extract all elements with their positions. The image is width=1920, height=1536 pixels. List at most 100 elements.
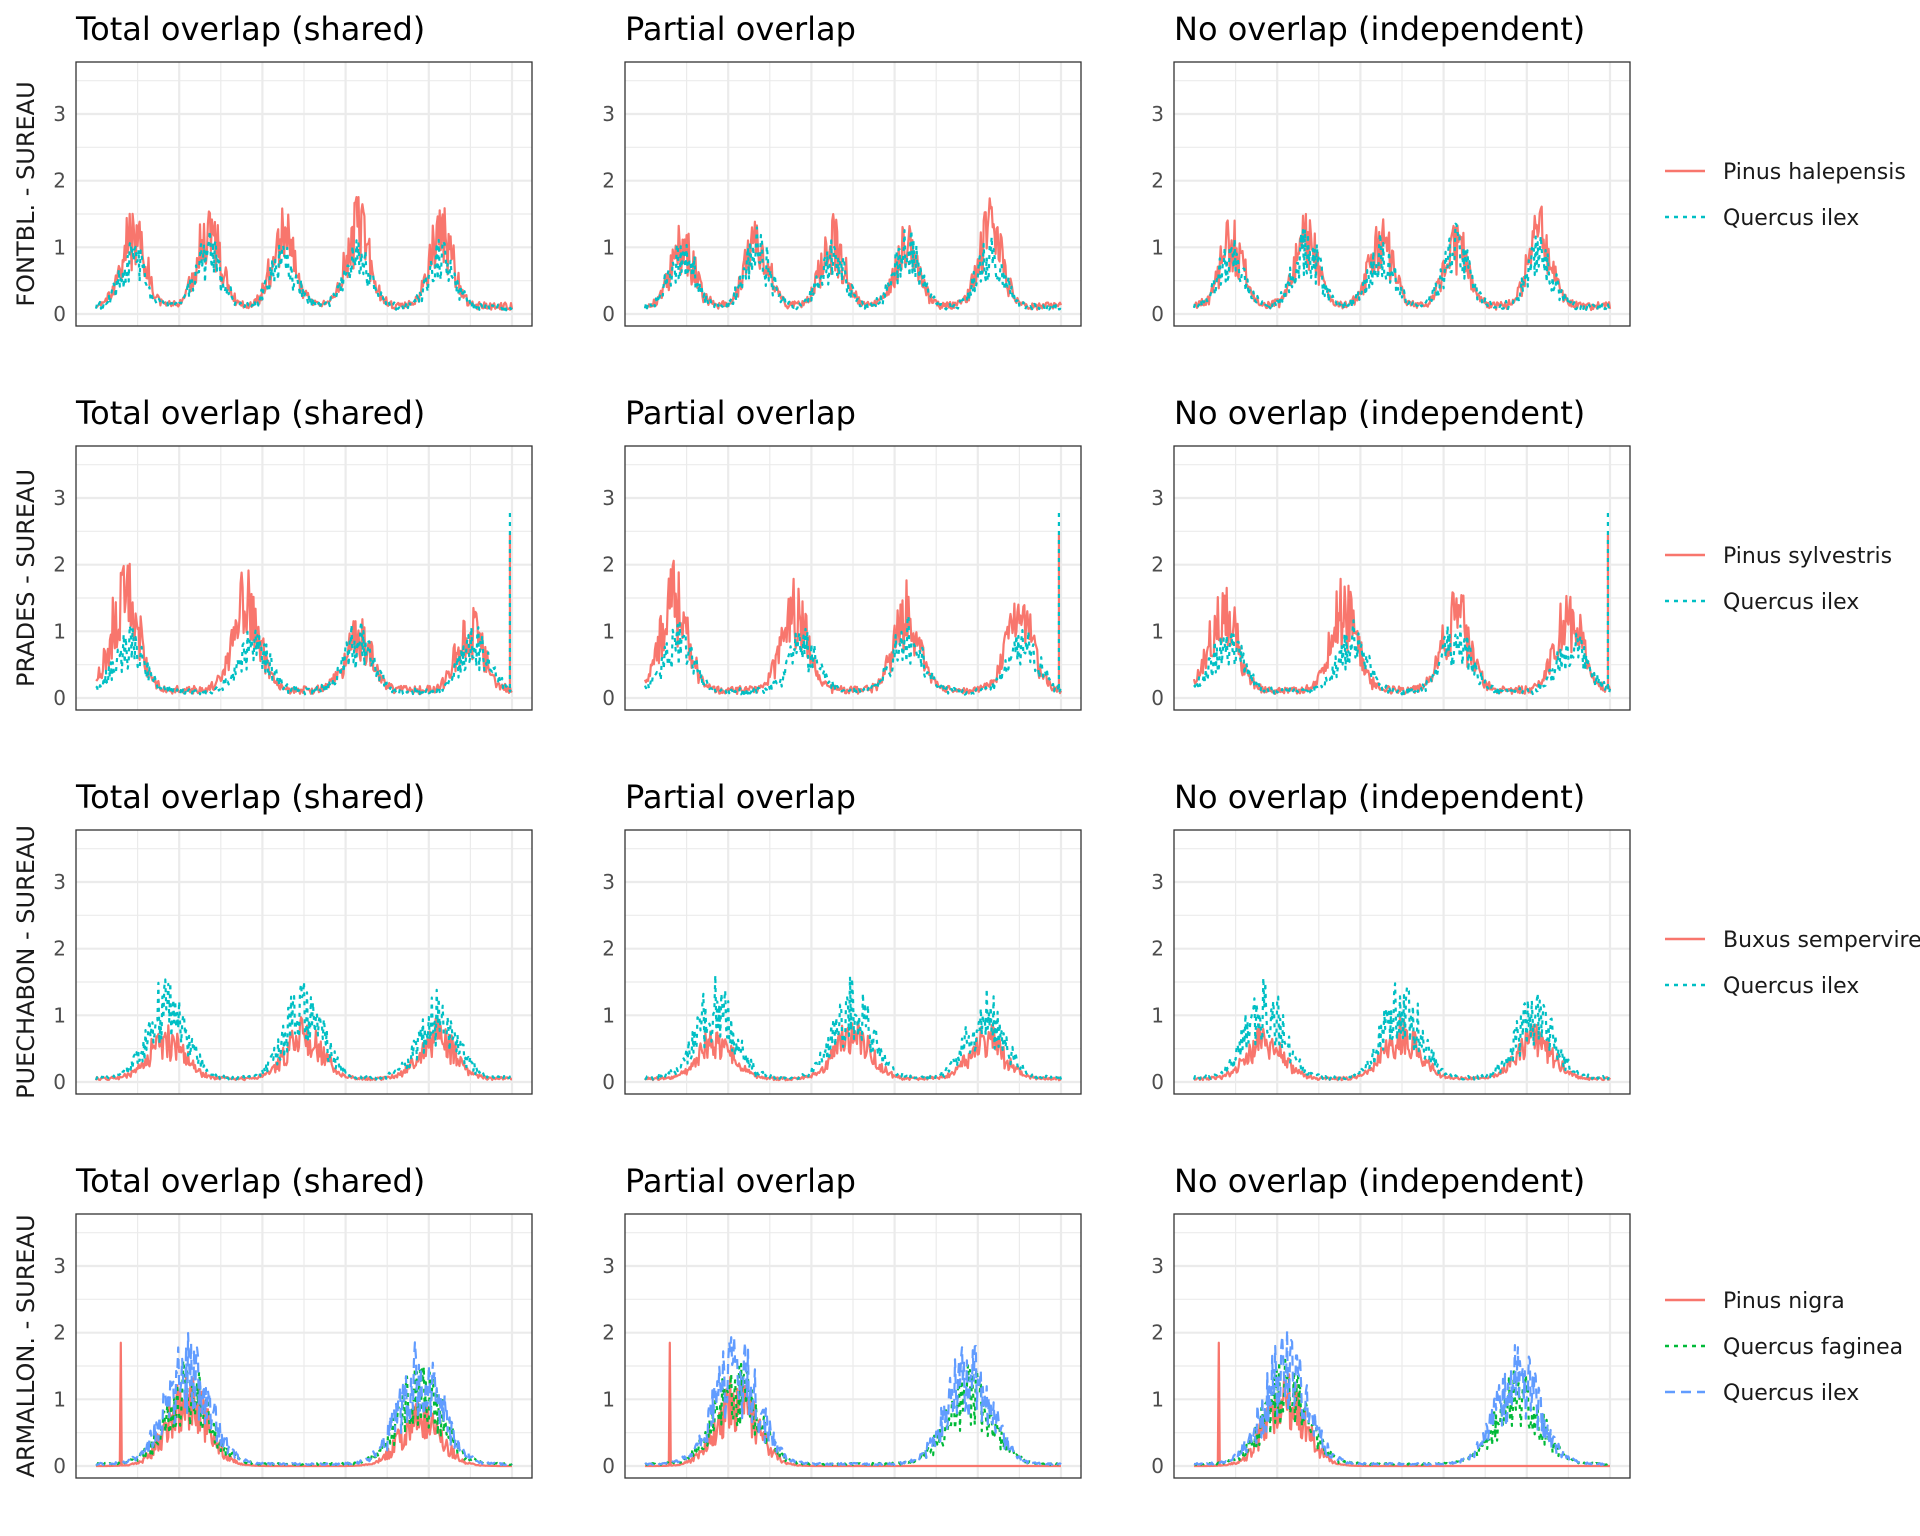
facet-panel: Total overlap (shared) 0 1 2 3 bbox=[53, 394, 533, 711]
series-line bbox=[1193, 1329, 1611, 1466]
series-line bbox=[643, 559, 1063, 695]
series-line bbox=[644, 974, 1063, 1081]
series-line bbox=[95, 562, 513, 695]
legend-label: Quercus ilex bbox=[1723, 1381, 1859, 1406]
legend-label: Pinus nigra bbox=[1723, 1289, 1845, 1314]
y-tick-label: 3 bbox=[1151, 486, 1164, 510]
y-tick-label: 3 bbox=[602, 486, 615, 510]
y-tick-label: 3 bbox=[53, 870, 66, 894]
y-tick-label: 1 bbox=[53, 1003, 66, 1027]
row-label: FONTBL. - SUREAU bbox=[12, 81, 40, 306]
series-line bbox=[643, 226, 1062, 312]
y-tick-label: 1 bbox=[1151, 235, 1164, 259]
y-tick-label: 1 bbox=[602, 1387, 615, 1411]
y-tick-label: 3 bbox=[53, 1254, 66, 1278]
panel-border bbox=[1173, 829, 1631, 1095]
panel-border bbox=[624, 61, 1082, 327]
y-tick-label: 2 bbox=[53, 553, 66, 577]
y-tick-label: 1 bbox=[602, 1003, 615, 1027]
facet-panel: No overlap (independent) 0 1 2 3 bbox=[1151, 1162, 1631, 1479]
legend-label: Quercus ilex bbox=[1723, 974, 1859, 999]
series-line bbox=[95, 1359, 513, 1467]
facet-title: No overlap (independent) bbox=[1174, 10, 1585, 48]
row-label: PRADES - SUREAU bbox=[12, 469, 40, 687]
plot-area: FONTBL. - SUREAU Total overlap (shared) 0 1… bbox=[12, 10, 1920, 1479]
series-line bbox=[1192, 222, 1612, 312]
y-tick-label: 0 bbox=[602, 1454, 615, 1478]
facet-title: Partial overlap bbox=[625, 10, 856, 48]
panel-border bbox=[1173, 1213, 1631, 1479]
series-line bbox=[95, 1332, 513, 1467]
y-tick-label: 3 bbox=[1151, 870, 1164, 894]
y-tick-label: 0 bbox=[602, 686, 615, 710]
y-tick-label: 2 bbox=[1151, 1321, 1164, 1345]
row-label: ARMALLON. - SUREAU bbox=[12, 1214, 40, 1477]
legend-label: Quercus faginea bbox=[1723, 1335, 1903, 1360]
facet-panel: Total overlap (shared) 0 1 2 3 bbox=[53, 1162, 533, 1479]
y-tick-label: 1 bbox=[53, 619, 66, 643]
y-tick-label: 1 bbox=[602, 619, 615, 643]
legend: Pinus halepensis Quercus ilex bbox=[1665, 160, 1906, 231]
legend-label: Quercus ilex bbox=[1723, 206, 1859, 231]
panel-border bbox=[624, 1213, 1082, 1479]
panel-border bbox=[75, 1213, 533, 1479]
facet-title: Partial overlap bbox=[625, 778, 856, 816]
y-tick-label: 3 bbox=[1151, 102, 1164, 126]
y-tick-label: 2 bbox=[53, 937, 66, 961]
y-tick-label: 0 bbox=[1151, 1070, 1164, 1094]
facet-panel: Partial overlap 0 1 2 3 bbox=[602, 778, 1082, 1095]
y-tick-label: 3 bbox=[602, 102, 615, 126]
facet-panel: Total overlap (shared) 0 1 2 3 bbox=[53, 10, 533, 327]
facet-title: Total overlap (shared) bbox=[75, 10, 425, 48]
series-line bbox=[94, 1016, 513, 1082]
facet-panel: No overlap (independent) 0 1 2 3 bbox=[1151, 394, 1631, 711]
y-tick-label: 0 bbox=[1151, 1454, 1164, 1478]
legend-label: Buxus sempervirens bbox=[1723, 928, 1920, 953]
y-tick-label: 1 bbox=[1151, 1387, 1164, 1411]
series-line bbox=[95, 620, 513, 696]
y-tick-label: 2 bbox=[53, 169, 66, 193]
legend: Buxus sempervirens Quercus ilex bbox=[1665, 928, 1920, 999]
y-tick-label: 1 bbox=[1151, 1003, 1164, 1027]
facet-title: Total overlap (shared) bbox=[75, 394, 425, 432]
y-tick-label: 3 bbox=[602, 1254, 615, 1278]
series-line bbox=[1192, 205, 1612, 312]
legend: Pinus sylvestris Quercus ilex bbox=[1665, 544, 1892, 615]
y-tick-label: 0 bbox=[602, 1070, 615, 1094]
row-label: PUECHABON - SUREAU bbox=[12, 825, 40, 1099]
series-line bbox=[644, 1362, 1062, 1467]
y-tick-label: 1 bbox=[53, 1387, 66, 1411]
series-line bbox=[95, 1341, 513, 1468]
panel-border bbox=[75, 829, 533, 1095]
facet-title: Partial overlap bbox=[625, 394, 856, 432]
y-tick-label: 0 bbox=[53, 1070, 66, 1094]
panel-border bbox=[1173, 445, 1631, 711]
y-tick-label: 2 bbox=[602, 553, 615, 577]
facet-panel: Partial overlap 0 1 2 3 bbox=[602, 1162, 1082, 1479]
y-tick-label: 2 bbox=[602, 169, 615, 193]
y-tick-label: 2 bbox=[602, 1321, 615, 1345]
facet-panel: Total overlap (shared) 0 1 2 3 bbox=[53, 778, 533, 1095]
series-line bbox=[94, 978, 514, 1081]
series-line bbox=[1193, 1014, 1611, 1082]
series-line bbox=[1192, 976, 1611, 1081]
facet-panel: Partial overlap 0 1 2 3 bbox=[602, 10, 1082, 327]
y-tick-label: 3 bbox=[1151, 1254, 1164, 1278]
facet-panel: No overlap (independent) 0 1 2 3 bbox=[1151, 778, 1631, 1095]
series-line bbox=[1193, 619, 1612, 696]
facet-panel: No overlap (independent) 0 1 2 3 bbox=[1151, 10, 1631, 327]
legend-label: Pinus halepensis bbox=[1723, 160, 1906, 185]
facet-title: Partial overlap bbox=[625, 1162, 856, 1200]
y-tick-label: 2 bbox=[602, 937, 615, 961]
y-tick-label: 1 bbox=[602, 235, 615, 259]
y-tick-label: 2 bbox=[1151, 169, 1164, 193]
y-tick-label: 3 bbox=[53, 486, 66, 510]
y-tick-label: 0 bbox=[53, 302, 66, 326]
legend-label: Quercus ilex bbox=[1723, 590, 1859, 615]
panel-border bbox=[624, 829, 1082, 1095]
legend: Pinus nigra Quercus faginea Quercus ilex bbox=[1665, 1289, 1903, 1406]
y-tick-label: 0 bbox=[1151, 302, 1164, 326]
legend-label: Pinus sylvestris bbox=[1723, 544, 1892, 569]
panel-border bbox=[1173, 61, 1631, 327]
y-tick-label: 2 bbox=[1151, 937, 1164, 961]
